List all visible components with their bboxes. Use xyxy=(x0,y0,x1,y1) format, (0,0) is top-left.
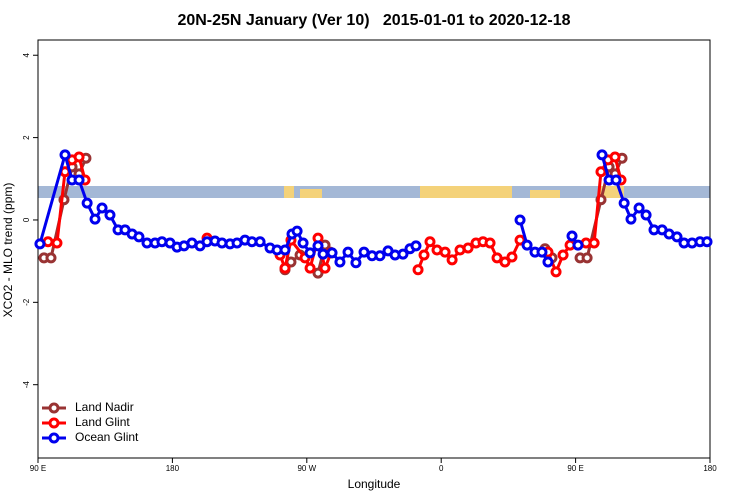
data-point xyxy=(342,246,354,258)
data-point xyxy=(291,225,303,237)
chart-title: 20N-25N January (Ver 10) 2015-01-01 to 2… xyxy=(177,12,570,29)
data-point xyxy=(610,174,622,186)
legend-label: Ocean Glint xyxy=(75,430,139,444)
series xyxy=(34,149,713,269)
data-point xyxy=(640,209,652,221)
data-point xyxy=(424,236,436,248)
data-point xyxy=(596,149,608,161)
data-point xyxy=(536,246,548,258)
data-point xyxy=(625,213,637,225)
series-line xyxy=(38,149,708,266)
legend-marker xyxy=(48,432,60,444)
x-tick-label: 90 E xyxy=(567,464,583,473)
y-tick-label: 4 xyxy=(22,52,31,57)
data-point xyxy=(96,202,108,214)
data-point xyxy=(59,149,71,161)
land-band xyxy=(300,189,322,198)
data-point xyxy=(34,238,46,250)
data-point xyxy=(104,209,116,221)
x-tick-label: 90 E xyxy=(30,464,46,473)
data-point xyxy=(89,213,101,225)
x-axis-label: Longitude xyxy=(348,477,401,491)
plot-frame xyxy=(37,39,711,459)
data-point xyxy=(279,262,291,274)
data-point xyxy=(514,214,526,226)
legend-label: Land Glint xyxy=(75,415,130,429)
legend-label: Land Nadir xyxy=(75,400,134,414)
x-tick-label: 180 xyxy=(166,464,180,473)
legend-marker xyxy=(48,417,60,429)
data-point xyxy=(557,249,569,261)
x-tick-label: 0 xyxy=(439,464,444,473)
data-point xyxy=(521,239,533,251)
y-tick-label: 2 xyxy=(22,135,31,140)
data-point xyxy=(279,244,291,256)
data-point xyxy=(374,250,386,262)
data-point xyxy=(73,174,85,186)
x-tick-label: 90 W xyxy=(297,464,316,473)
data-point xyxy=(514,234,526,246)
data-point xyxy=(484,237,496,249)
data-point xyxy=(334,256,346,268)
data-point xyxy=(304,262,316,274)
data-point xyxy=(317,248,329,260)
y-axis-label: XCO2 - MLO trend (ppm) xyxy=(1,183,15,318)
data-point xyxy=(73,151,85,163)
data-point xyxy=(326,247,338,259)
data-point xyxy=(397,248,409,260)
land-band xyxy=(530,190,560,198)
y-tick-label: 0 xyxy=(22,217,31,222)
series xyxy=(38,152,628,279)
data-point xyxy=(133,231,145,243)
data-point xyxy=(350,257,362,269)
data-point xyxy=(633,202,645,214)
data-point xyxy=(491,252,503,264)
data-point xyxy=(51,237,63,249)
data-point xyxy=(701,236,713,248)
land-band xyxy=(284,186,294,198)
data-point xyxy=(418,249,430,261)
data-point xyxy=(499,256,511,268)
data-point xyxy=(581,252,593,264)
data-point xyxy=(566,230,578,242)
data-point xyxy=(542,256,554,268)
land-band xyxy=(420,186,512,198)
data-point xyxy=(410,240,422,252)
data-point xyxy=(462,242,474,254)
data-point xyxy=(312,240,324,252)
data-point xyxy=(45,252,57,264)
data-point xyxy=(312,267,324,279)
x-tick-label: 180 xyxy=(703,464,717,473)
data-point xyxy=(254,236,266,248)
data-point xyxy=(446,254,458,266)
data-point xyxy=(550,266,562,278)
data-point xyxy=(506,251,518,263)
data-point xyxy=(304,247,316,259)
data-point xyxy=(297,237,309,249)
data-point xyxy=(618,197,630,209)
data-point xyxy=(439,246,451,258)
data-point xyxy=(588,237,600,249)
y-tick-label: -4 xyxy=(22,381,31,389)
data-point xyxy=(595,166,607,178)
data-point xyxy=(358,246,370,258)
data-point xyxy=(81,197,93,209)
y-tick-label: -2 xyxy=(22,298,31,306)
data-point xyxy=(319,262,331,274)
data-point xyxy=(572,239,584,251)
data-point xyxy=(412,264,424,276)
legend-marker xyxy=(48,402,60,414)
map-strip xyxy=(38,186,710,198)
data-point xyxy=(609,151,621,163)
data-point xyxy=(671,231,683,243)
